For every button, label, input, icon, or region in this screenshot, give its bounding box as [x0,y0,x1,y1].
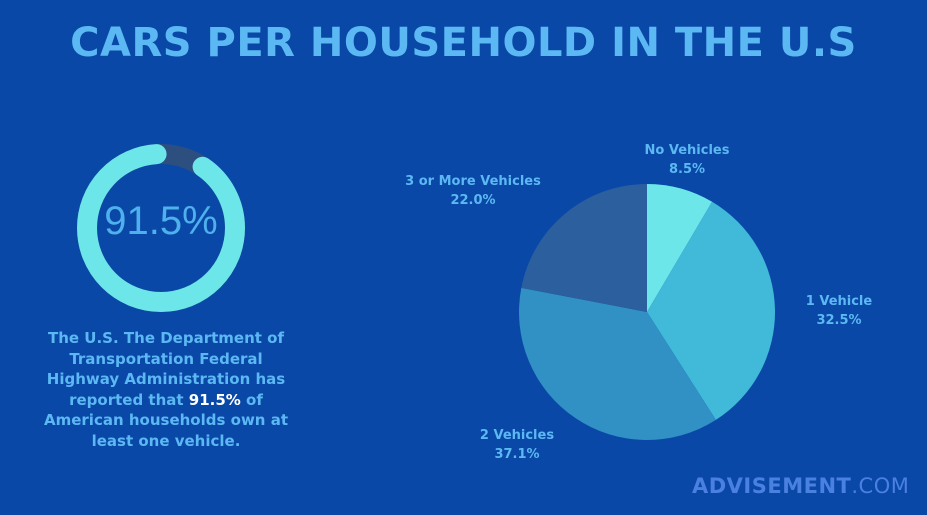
description-highlight: 91.5% [188,390,241,409]
brand-domain: .COM [851,474,910,498]
slice-label-3-or-more-vehicles: 3 or More Vehicles 22.0% [388,172,558,210]
ring-progress [77,144,245,312]
page-title: CARS PER HOUSEHOLD IN THE U.S [70,20,857,66]
description-text-before: The U.S. The Department of Transportatio… [46,329,286,409]
brand-logo: ADVISEMENT.COM [692,474,909,498]
slice-value: 8.5% [668,162,706,177]
slice-name: No Vehicles [644,143,730,158]
pie-slice-2-vehicles [519,287,716,440]
pie-slice-1-vehicle [647,201,775,420]
pie-slice-no-vehicles [647,184,713,312]
description-text-after: of American households own at least one … [44,390,288,450]
slice-label-2-vehicles: 2 Vehicles 37.1% [462,426,572,464]
slice-label-no-vehicles: No Vehicles 8.5% [632,141,742,179]
slice-name: 1 Vehicle [805,294,873,309]
pie-slice-3-or-more-vehicles [521,184,647,312]
slice-value: 32.5% [816,313,862,328]
slice-value: 22.0% [450,193,496,208]
slice-name: 2 Vehicles [479,428,555,443]
slice-value: 37.1% [494,447,540,462]
ring-percentage-label: 91.5% [104,199,218,243]
description-text: The U.S. The Department of Transportatio… [40,328,292,451]
brand-name: ADVISEMENT [692,474,852,498]
slice-label-1-vehicle: 1 Vehicle 32.5% [789,292,889,330]
slice-name: 3 or More Vehicles [405,174,541,189]
